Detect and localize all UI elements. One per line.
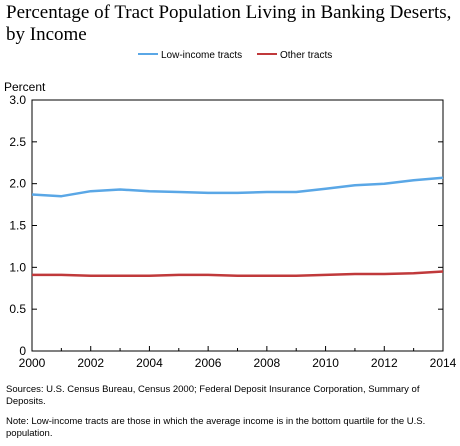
chart-legend: Low-income tracts Other tracts xyxy=(0,50,460,64)
x-tick-label: 2004 xyxy=(136,356,163,370)
legend-item-low-income: Low-income tracts xyxy=(138,50,242,61)
y-axis-label: Percent xyxy=(4,80,46,94)
y-tick-label: 1.5 xyxy=(9,219,26,233)
x-tick-label: 2012 xyxy=(371,356,398,370)
legend-label-low-income: Low-income tracts xyxy=(161,50,243,61)
y-tick-label: 0.5 xyxy=(9,302,26,316)
x-tick-label: 2014 xyxy=(430,356,457,370)
series-line-low-income xyxy=(31,176,444,198)
legend-swatch-low-income xyxy=(138,53,158,56)
x-tick-label: 2008 xyxy=(254,356,281,370)
legend-label-other: Other tracts xyxy=(280,50,333,61)
x-tick-label: 2000 xyxy=(19,356,46,370)
legend-item-other: Other tracts xyxy=(257,50,332,61)
series-line-other xyxy=(32,270,444,277)
y-tick-label: 2.5 xyxy=(9,135,26,149)
x-tick-label: 2006 xyxy=(195,356,222,370)
y-tick-label: 3.0 xyxy=(9,93,26,107)
y-tick-label: 1.0 xyxy=(9,260,26,274)
y-tick-label: 0 xyxy=(19,344,26,358)
sources-note: Sources: U.S. Census Bureau, Census 2000… xyxy=(6,384,420,407)
legend-swatch-other xyxy=(257,53,277,56)
footnote: Note: Low-income tracts are those in whi… xyxy=(6,416,426,439)
chart-title: Percentage of Tract Population Living in… xyxy=(6,2,452,45)
x-tick-label: 2010 xyxy=(312,356,339,370)
y-tick-label: 2.0 xyxy=(9,177,26,191)
plot-frame xyxy=(31,99,444,352)
x-tick-label: 2002 xyxy=(77,356,104,370)
